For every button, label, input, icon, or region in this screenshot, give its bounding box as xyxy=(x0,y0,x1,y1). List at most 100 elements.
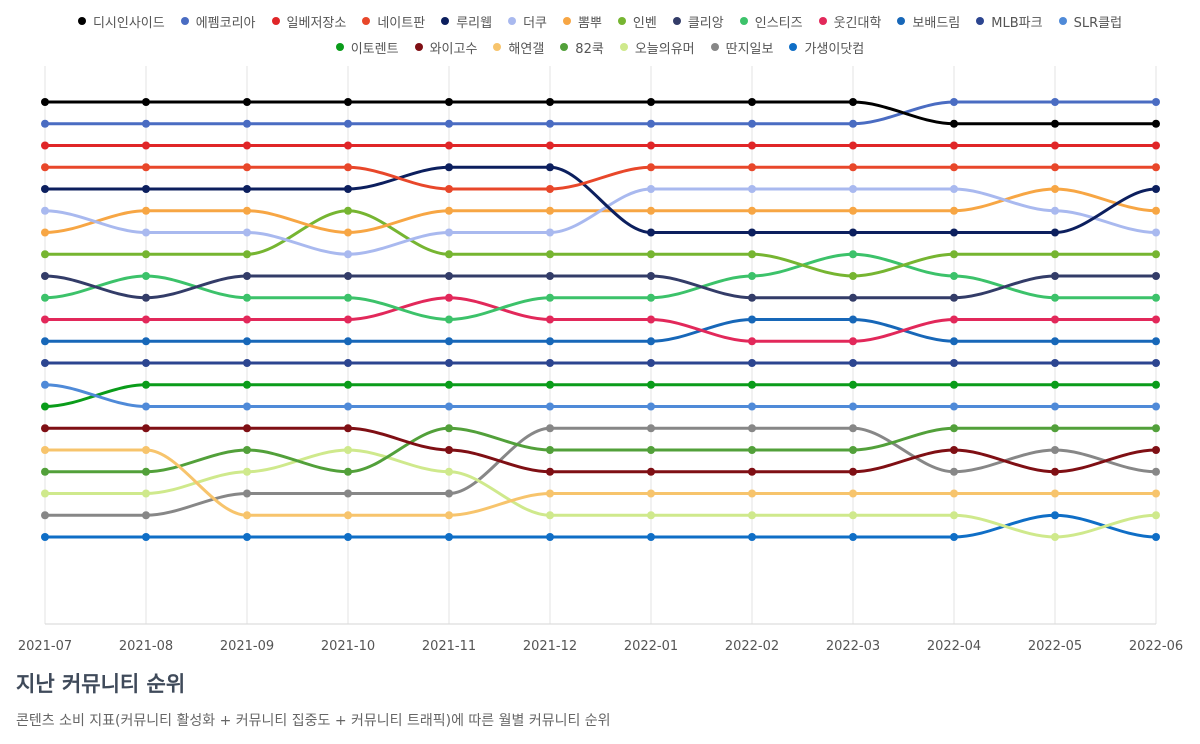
data-point[interactable] xyxy=(344,293,352,302)
data-point[interactable] xyxy=(849,250,857,259)
data-point[interactable] xyxy=(243,489,251,498)
data-point[interactable] xyxy=(243,359,251,367)
data-point[interactable] xyxy=(950,359,958,367)
data-point[interactable] xyxy=(950,250,958,259)
data-point[interactable] xyxy=(647,337,655,346)
data-point[interactable] xyxy=(41,163,49,172)
data-point[interactable] xyxy=(1051,272,1059,280)
data-point[interactable] xyxy=(748,228,756,237)
data-point[interactable] xyxy=(1152,315,1160,324)
data-point[interactable] xyxy=(748,119,756,128)
data-point[interactable] xyxy=(445,293,453,302)
data-point[interactable] xyxy=(748,380,756,389)
data-point[interactable] xyxy=(647,511,655,520)
series-line[interactable] xyxy=(44,274,1156,300)
data-point[interactable] xyxy=(142,206,150,215)
data-point[interactable] xyxy=(445,163,453,172)
data-point[interactable] xyxy=(1152,359,1160,367)
data-point[interactable] xyxy=(41,98,49,106)
data-point[interactable] xyxy=(647,359,655,367)
data-point[interactable] xyxy=(445,446,453,454)
data-point[interactable] xyxy=(41,402,49,411)
data-point[interactable] xyxy=(243,272,251,280)
data-point[interactable] xyxy=(445,250,453,259)
data-point[interactable] xyxy=(647,185,655,193)
data-point[interactable] xyxy=(748,250,756,259)
data-point[interactable] xyxy=(1152,228,1160,237)
data-point[interactable] xyxy=(445,489,453,498)
data-point[interactable] xyxy=(142,163,150,172)
data-point[interactable] xyxy=(748,141,756,150)
data-point[interactable] xyxy=(849,467,857,476)
data-point[interactable] xyxy=(344,380,352,389)
data-point[interactable] xyxy=(243,293,251,302)
legend-item[interactable]: 클리앙 xyxy=(672,12,724,31)
data-point[interactable] xyxy=(849,337,857,346)
legend-item[interactable]: 82쿡 xyxy=(560,38,604,57)
data-point[interactable] xyxy=(445,337,453,346)
data-point[interactable] xyxy=(1152,446,1160,454)
data-point[interactable] xyxy=(1152,163,1160,172)
data-point[interactable] xyxy=(546,185,554,193)
data-point[interactable] xyxy=(748,359,756,367)
data-point[interactable] xyxy=(546,272,554,280)
data-point[interactable] xyxy=(647,272,655,280)
data-point[interactable] xyxy=(546,206,554,215)
data-point[interactable] xyxy=(748,206,756,215)
legend-item[interactable]: 웃긴대학 xyxy=(818,12,881,31)
data-point[interactable] xyxy=(142,98,150,106)
data-point[interactable] xyxy=(1051,489,1059,498)
data-point[interactable] xyxy=(445,402,453,411)
data-point[interactable] xyxy=(41,533,49,541)
series-line[interactable] xyxy=(45,426,1157,474)
data-point[interactable] xyxy=(142,402,150,411)
data-point[interactable] xyxy=(344,467,352,476)
data-point[interactable] xyxy=(142,424,150,433)
series-line[interactable] xyxy=(44,209,1156,278)
data-point[interactable] xyxy=(445,206,453,215)
data-point[interactable] xyxy=(546,337,554,346)
data-point[interactable] xyxy=(344,141,352,150)
data-point[interactable] xyxy=(41,293,49,302)
data-point[interactable] xyxy=(41,250,49,259)
data-point[interactable] xyxy=(1051,380,1059,389)
data-point[interactable] xyxy=(748,446,756,454)
series-line[interactable] xyxy=(44,383,1156,408)
legend-item[interactable]: 인스티즈 xyxy=(739,12,803,31)
data-point[interactable] xyxy=(1152,206,1160,215)
data-point[interactable] xyxy=(647,402,655,411)
data-point[interactable] xyxy=(748,163,756,172)
data-point[interactable] xyxy=(647,228,655,237)
data-point[interactable] xyxy=(546,359,554,367)
data-point[interactable] xyxy=(546,141,554,150)
data-point[interactable] xyxy=(243,228,251,237)
data-point[interactable] xyxy=(849,315,857,324)
data-point[interactable] xyxy=(41,511,49,520)
data-point[interactable] xyxy=(546,119,554,128)
data-point[interactable] xyxy=(647,141,655,150)
data-point[interactable] xyxy=(41,315,49,324)
data-point[interactable] xyxy=(647,533,655,541)
data-point[interactable] xyxy=(1051,141,1059,150)
legend-item[interactable]: 더쿠 xyxy=(508,12,547,31)
data-point[interactable] xyxy=(142,272,150,280)
data-point[interactable] xyxy=(1152,380,1160,389)
data-point[interactable] xyxy=(950,206,958,215)
data-point[interactable] xyxy=(546,402,554,411)
data-point[interactable] xyxy=(748,489,756,498)
data-point[interactable] xyxy=(849,228,857,237)
data-point[interactable] xyxy=(1152,119,1160,128)
data-point[interactable] xyxy=(41,380,49,389)
data-point[interactable] xyxy=(1051,250,1059,259)
data-point[interactable] xyxy=(748,402,756,411)
data-point[interactable] xyxy=(1152,337,1160,346)
data-point[interactable] xyxy=(849,380,857,389)
data-point[interactable] xyxy=(445,272,453,280)
data-point[interactable] xyxy=(344,98,352,106)
data-point[interactable] xyxy=(647,380,655,389)
data-point[interactable] xyxy=(748,337,756,346)
data-point[interactable] xyxy=(546,250,554,259)
data-point[interactable] xyxy=(344,533,352,541)
data-point[interactable] xyxy=(748,293,756,302)
data-point[interactable] xyxy=(1051,467,1059,476)
